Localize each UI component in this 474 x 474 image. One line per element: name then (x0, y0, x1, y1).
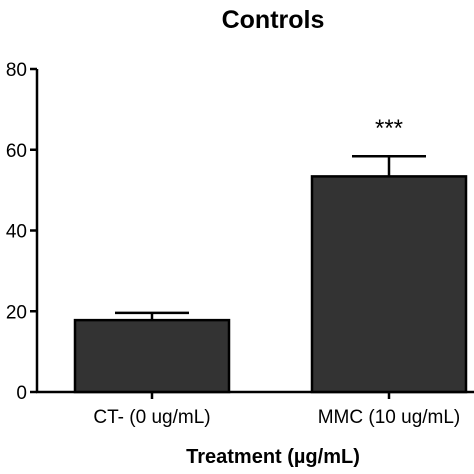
bar (73, 318, 231, 394)
y-tick-label: 40 (6, 222, 27, 243)
x-axis: CT- (0 ug/mL) MMC (10 ug/mL) (36, 390, 474, 428)
y-tick-label: 60 (6, 141, 27, 162)
bars: *** (73, 115, 468, 394)
y-axis: 0 20 40 60 80 (6, 60, 39, 404)
y-tick-label: 20 (6, 302, 27, 323)
x-tick-label: CT- (0 ug/mL) (93, 407, 210, 428)
y-tick-label: 80 (6, 60, 27, 81)
y-tick-label: 0 (16, 383, 27, 404)
significance-label: *** (375, 115, 403, 142)
x-axis-label: Treatment (µg/mL) (186, 446, 360, 468)
x-tick-label: MMC (10 ug/mL) (318, 407, 461, 428)
chart-title: Controls (222, 6, 325, 34)
bar (310, 175, 468, 394)
